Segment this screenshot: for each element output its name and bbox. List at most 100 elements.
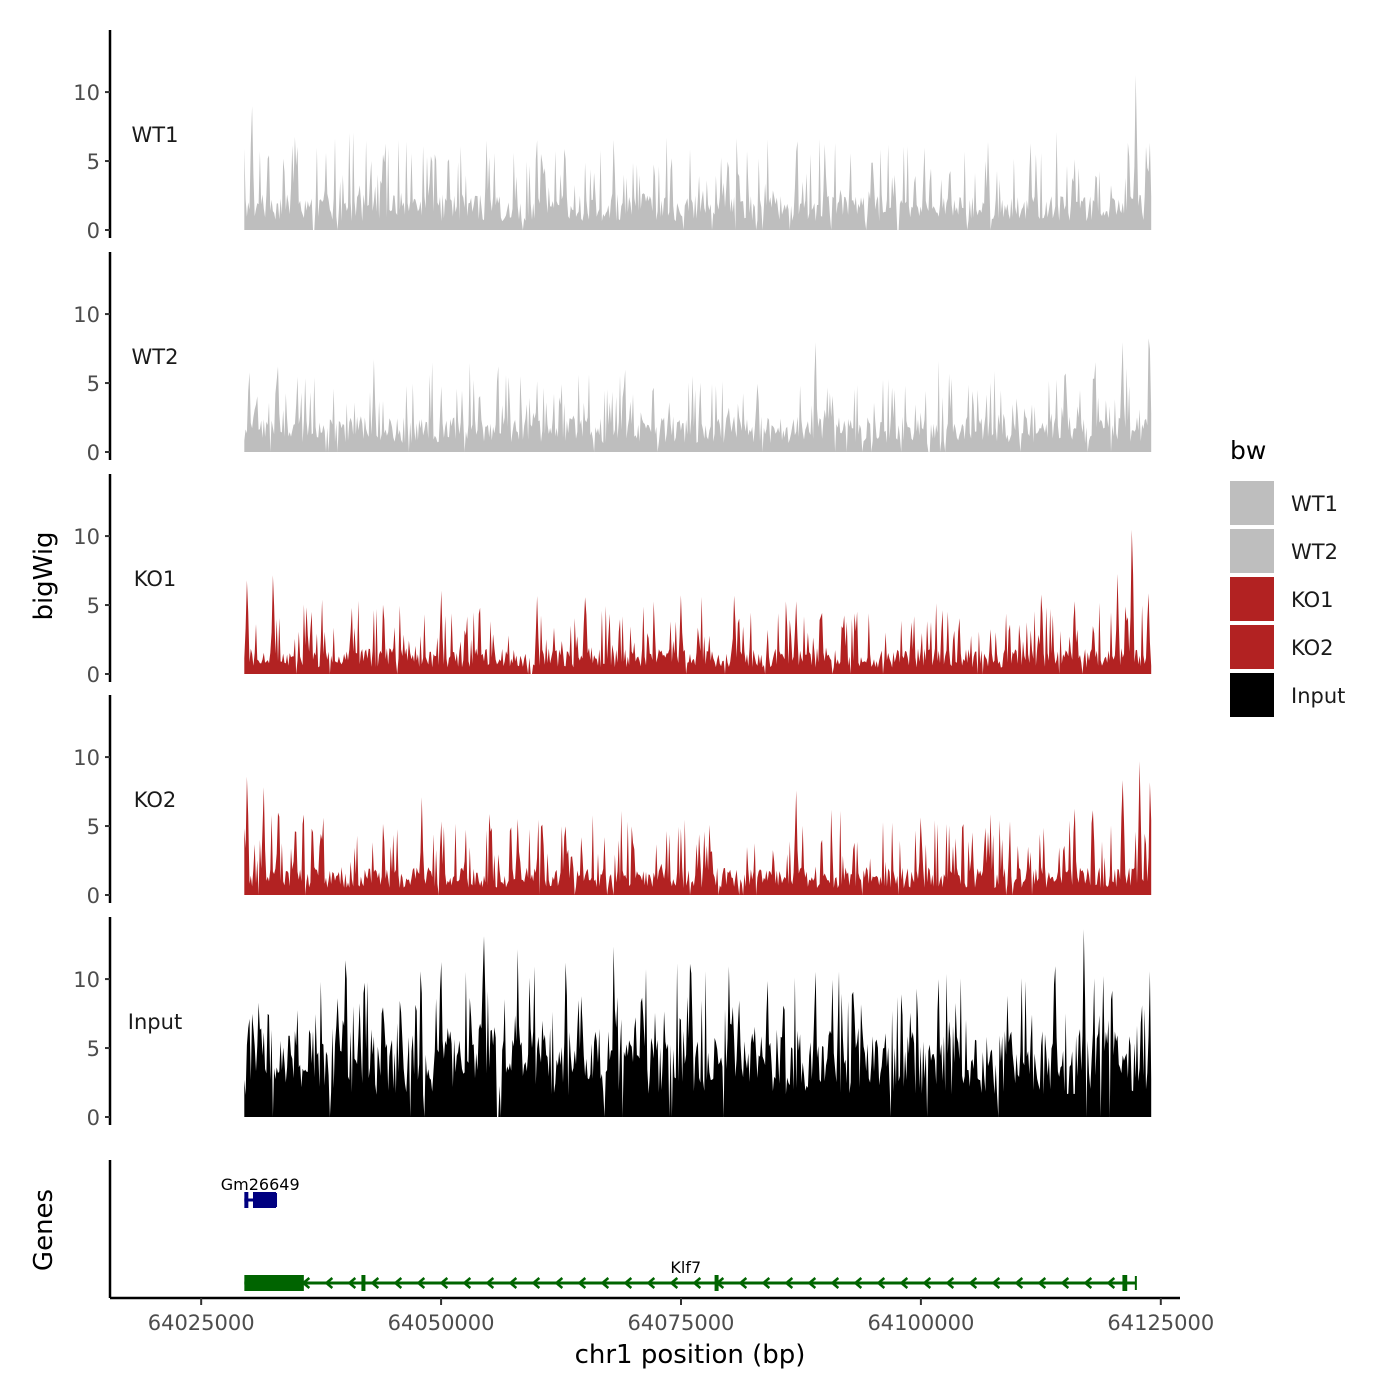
tracks-panel: 0 5 10 WT1 0 5 10 WT2 0 5 10 KO1 0 5 10 KO2 0 5 10 Input bbox=[73, 30, 1152, 1130]
y-tick-label: 5 bbox=[87, 372, 100, 396]
legend-entry-wt2: WT2 bbox=[1230, 529, 1338, 573]
legend-key-label: KO1 bbox=[1291, 588, 1334, 612]
track-label: KO1 bbox=[134, 567, 177, 591]
genes-axis-title: Genes bbox=[29, 1189, 59, 1271]
x-tick-label: 64100000 bbox=[867, 1311, 974, 1335]
strand-arrow bbox=[761, 1277, 771, 1289]
gene-exon bbox=[361, 1275, 366, 1291]
legend-key-label: Input bbox=[1291, 684, 1345, 708]
gene-label: Klf7 bbox=[670, 1258, 701, 1277]
strand-arrow bbox=[1060, 1277, 1070, 1289]
y-tick-label: 10 bbox=[73, 968, 100, 992]
legend: bw WT1 WT2 KO1 KO2 Input bbox=[1230, 436, 1345, 717]
track-wt1: 0 5 10 WT1 bbox=[73, 30, 1152, 243]
signal-area-ko1 bbox=[244, 529, 1152, 674]
gene-klf7: Klf7 bbox=[244, 1258, 1137, 1291]
strand-arrow bbox=[968, 1277, 978, 1289]
gene-exon bbox=[714, 1275, 719, 1291]
gene-exon bbox=[252, 1192, 277, 1208]
y-tick-label: 10 bbox=[73, 81, 100, 105]
strand-arrow bbox=[1083, 1277, 1093, 1289]
y-tick-label: 10 bbox=[73, 746, 100, 770]
strand-arrow bbox=[439, 1277, 449, 1289]
track-label: WT1 bbox=[132, 123, 179, 147]
legend-key-swatch bbox=[1230, 577, 1274, 621]
strand-arrow bbox=[1106, 1277, 1116, 1289]
y-tick-label: 10 bbox=[73, 525, 100, 549]
y-tick-label: 0 bbox=[87, 884, 100, 908]
x-tick-label: 64025000 bbox=[148, 1311, 255, 1335]
y-tick-label: 0 bbox=[87, 663, 100, 687]
gene-exon bbox=[1122, 1275, 1128, 1291]
x-axis-title: chr1 position (bp) bbox=[575, 1340, 806, 1370]
y-axis-title: bigWig bbox=[29, 531, 59, 620]
strand-arrow bbox=[324, 1277, 334, 1289]
x-tick-label: 64050000 bbox=[388, 1311, 495, 1335]
strand-arrow bbox=[899, 1277, 909, 1289]
signal-area-input bbox=[244, 929, 1152, 1117]
strand-arrow bbox=[830, 1277, 840, 1289]
strand-arrow bbox=[692, 1277, 702, 1289]
signal-area-wt1 bbox=[244, 75, 1152, 230]
legend-entry-wt1: WT1 bbox=[1230, 481, 1338, 525]
genes-panel: Gm26649 Klf7 bbox=[108, 1160, 1137, 1298]
strand-arrow bbox=[922, 1277, 932, 1289]
legend-entry-ko1: KO1 bbox=[1230, 577, 1334, 621]
strand-arrow bbox=[876, 1277, 886, 1289]
strand-arrow bbox=[462, 1277, 472, 1289]
strand-arrow bbox=[600, 1277, 610, 1289]
strand-arrow bbox=[393, 1277, 403, 1289]
signal-area-ko2 bbox=[244, 761, 1152, 895]
x-tick-label: 64075000 bbox=[628, 1311, 735, 1335]
legend-title: bw bbox=[1230, 436, 1266, 465]
y-tick-label: 0 bbox=[87, 219, 100, 243]
gene-exon bbox=[244, 1192, 249, 1208]
y-tick-label: 5 bbox=[87, 150, 100, 174]
legend-key-label: WT2 bbox=[1291, 540, 1338, 564]
strand-arrow bbox=[669, 1277, 679, 1289]
legend-key-label: KO2 bbox=[1291, 636, 1334, 660]
y-tick-label: 5 bbox=[87, 815, 100, 839]
strand-arrow bbox=[508, 1277, 518, 1289]
legend-key-swatch bbox=[1230, 673, 1274, 717]
strand-arrow bbox=[807, 1277, 817, 1289]
strand-arrow bbox=[485, 1277, 495, 1289]
strand-arrow bbox=[738, 1277, 748, 1289]
track-label: WT2 bbox=[132, 345, 179, 369]
legend-entry-input: Input bbox=[1230, 673, 1345, 717]
strand-arrow bbox=[370, 1277, 380, 1289]
legend-key-swatch bbox=[1230, 625, 1274, 669]
legend-key-swatch bbox=[1230, 529, 1274, 573]
y-tick-label: 5 bbox=[87, 594, 100, 618]
track-label: Input bbox=[128, 1010, 182, 1034]
legend-key-label: WT1 bbox=[1291, 492, 1338, 516]
track-ko1: 0 5 10 KO1 bbox=[73, 474, 1152, 687]
strand-arrow bbox=[1037, 1277, 1047, 1289]
x-axis: 64025000 64050000 64075000 64100000 64125000 bbox=[110, 1296, 1214, 1335]
strand-arrow bbox=[623, 1277, 633, 1289]
track-wt2: 0 5 10 WT2 bbox=[73, 252, 1152, 465]
strand-arrow bbox=[531, 1277, 541, 1289]
y-tick-label: 5 bbox=[87, 1037, 100, 1061]
strand-arrow bbox=[577, 1277, 587, 1289]
y-tick-label: 0 bbox=[87, 441, 100, 465]
gene-gm26649: Gm26649 bbox=[221, 1175, 300, 1208]
strand-arrow bbox=[646, 1277, 656, 1289]
signal-area-wt2 bbox=[244, 338, 1152, 452]
y-tick-label: 10 bbox=[73, 303, 100, 327]
x-tick-label: 64125000 bbox=[1107, 1311, 1214, 1335]
legend-entry-ko2: KO2 bbox=[1230, 625, 1334, 669]
track-ko2: 0 5 10 KO2 bbox=[73, 695, 1152, 908]
gene-exon bbox=[244, 1275, 304, 1291]
strand-arrow bbox=[347, 1277, 357, 1289]
strand-arrow bbox=[784, 1277, 794, 1289]
strand-arrow bbox=[945, 1277, 955, 1289]
track-label: KO2 bbox=[134, 788, 177, 812]
strand-arrow bbox=[991, 1277, 1001, 1289]
strand-arrow bbox=[554, 1277, 564, 1289]
legend-key-swatch bbox=[1230, 481, 1274, 525]
strand-arrow bbox=[853, 1277, 863, 1289]
strand-arrow bbox=[416, 1277, 426, 1289]
